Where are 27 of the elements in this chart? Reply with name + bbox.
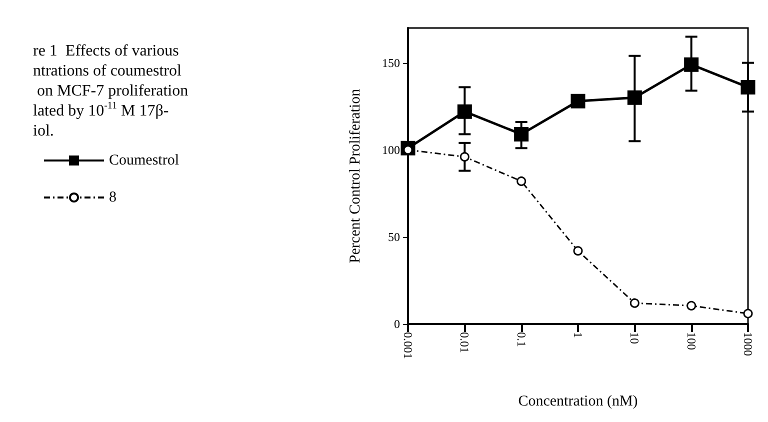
point xyxy=(627,90,642,105)
point xyxy=(457,104,472,119)
legend-label: 8 xyxy=(109,190,116,206)
x-tick-label: 1000 xyxy=(741,332,755,356)
point xyxy=(630,298,640,308)
x-axis-title: Concentration (nM) xyxy=(518,394,638,410)
point xyxy=(514,126,529,142)
y-axis-title: Percent Control Proliferation xyxy=(348,88,364,264)
x-tick-label: 0.01 xyxy=(458,332,472,353)
point xyxy=(570,94,586,108)
x-tick-label: 0.1 xyxy=(514,332,528,347)
point xyxy=(686,300,696,310)
y-tick-label: 0 xyxy=(394,317,400,331)
x-tick-label: 10 xyxy=(628,332,642,344)
point xyxy=(740,80,756,94)
point xyxy=(516,176,526,186)
y-tick-label: 100 xyxy=(382,142,400,157)
point xyxy=(684,57,699,72)
point xyxy=(573,246,583,256)
point xyxy=(460,152,470,162)
x-tick-label: 100 xyxy=(684,332,698,350)
x-tick-label: 1 xyxy=(571,332,585,338)
point xyxy=(743,308,753,318)
y-tick-label: 50 xyxy=(388,230,400,244)
x-tick-label: 0.001 xyxy=(401,332,415,359)
y-tick-label: 150 xyxy=(382,56,400,70)
legend-label: Coumestrol xyxy=(109,152,179,168)
